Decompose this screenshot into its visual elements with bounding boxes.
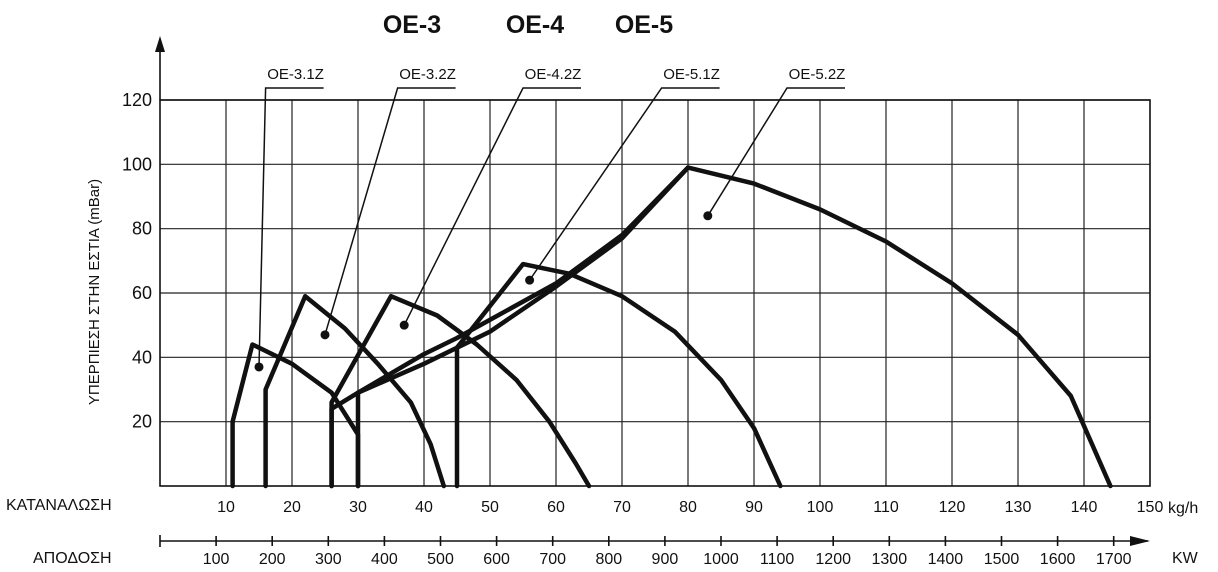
leader-oe-4-2z (403, 87, 581, 326)
marker-oe-5-2z (703, 211, 713, 221)
x2-tick-label-800: 800 (595, 551, 622, 568)
x-tick-40: 40 (415, 499, 433, 516)
y-tick-120: 120 (122, 90, 152, 110)
curve-oe-3-1z (230, 342, 361, 489)
envelope-line-5 (329, 165, 691, 489)
y-tick-100: 100 (122, 154, 152, 174)
x-tick-60: 60 (547, 499, 565, 516)
x2-tick-label-900: 900 (652, 551, 679, 568)
x-row-label: ΚΑΤΑΝΑΛΩΣΗ (6, 497, 112, 514)
label-oe-3-1z: OE-3.1Z (267, 66, 324, 83)
title-oe-3: OE-3 (383, 11, 441, 39)
label-oe-5-1z: OE-5.1Z (663, 66, 720, 83)
x-tick-120: 120 (939, 499, 966, 516)
leader-oe-3-1z (258, 87, 324, 368)
x-tick-30: 30 (349, 499, 367, 516)
x2-tick-label-500: 500 (427, 551, 454, 568)
x2-tick-label-1600: 1600 (1040, 551, 1076, 568)
x2-tick-label-1400: 1400 (928, 551, 964, 568)
plot-border (159, 99, 1151, 487)
x-tick-130: 130 (1005, 499, 1032, 516)
leader-oe-5-2z (707, 87, 845, 217)
y-tick-20: 20 (132, 412, 152, 432)
y-axis-arrowhead (155, 36, 165, 52)
curves (230, 165, 1113, 489)
marker-oe-4-2z (399, 320, 409, 330)
leader-oe-3-2z (324, 87, 456, 336)
x-tick-80: 80 (679, 499, 697, 516)
curve-oe-4-2z (329, 293, 592, 489)
x2-tick-label-1700: 1700 (1096, 551, 1132, 568)
x2-tick-label-1000: 1000 (703, 551, 739, 568)
title-oe-4: OE-4 (506, 11, 564, 39)
envelope-line-6 (355, 165, 691, 489)
series-leaders: OE-3.1Z OE-3.2Z OE-4.2Z OE-5.1Z OE-5.2Z (254, 66, 846, 372)
x2-tick-label-100: 100 (203, 551, 230, 568)
x-tick-70: 70 (613, 499, 631, 516)
x2-tick-label-1200: 1200 (815, 551, 851, 568)
marker-oe-3-2z (320, 330, 330, 340)
y-tick-labels: 20 40 60 80 100 120 (122, 90, 152, 432)
y-tick-40: 40 (132, 347, 152, 367)
x-tick-labels: 10 20 30 40 50 60 70 80 90 100 110 120 130 140 150 (217, 499, 1163, 516)
leader-oe-5-1z (528, 87, 720, 281)
x-tick-100: 100 (807, 499, 834, 516)
x-tick-150: 150 (1137, 499, 1164, 516)
x2-tick-label-1300: 1300 (872, 551, 908, 568)
marker-oe-3-1z (254, 362, 264, 372)
x2-unit: KW (1172, 550, 1199, 567)
x-tick-110: 110 (873, 499, 899, 516)
x2-tick-label-700: 700 (539, 551, 566, 568)
x2-tick-label-400: 400 (371, 551, 398, 568)
x-tick-20: 20 (283, 499, 301, 516)
y-axis-label: ΥΠΕΡΠΙΕΣΗ ΣΤΗΝ ΕΣΤΙΑ (mBar) (86, 179, 103, 405)
x2-tick-label-600: 600 (483, 551, 510, 568)
x2-tick-label-300: 300 (315, 551, 342, 568)
x2-row-label: ΑΠΟΔΟΣΗ (33, 550, 112, 567)
x2-axis: 100 200 300 400 500 600 700 800 900 1000 1100 1200 1… (159, 535, 1150, 568)
x2-tick-label-1500: 1500 (984, 551, 1020, 568)
y-tick-80: 80 (132, 219, 152, 239)
grid (160, 99, 1150, 486)
curve-oe-5-1z (454, 261, 783, 489)
x-tick-90: 90 (745, 499, 763, 516)
label-oe-3-2z: OE-3.2Z (399, 66, 456, 83)
plot-frame (155, 36, 1151, 487)
x2-tick-label-200: 200 (259, 551, 286, 568)
curve-oe-5-2z (685, 165, 1113, 489)
x-unit: kg/h (1168, 500, 1198, 517)
x2-tick-label-1100: 1100 (760, 551, 795, 568)
x-tick-10: 10 (217, 499, 235, 516)
chart-titles: OE-3 OE-4 OE-5 (383, 11, 673, 39)
marker-oe-5-1z (525, 275, 535, 285)
title-oe-5: OE-5 (615, 11, 673, 39)
label-oe-4-2z: OE-4.2Z (525, 66, 582, 83)
x2-arrowhead (1130, 536, 1150, 546)
x-tick-50: 50 (481, 499, 499, 516)
y-tick-60: 60 (132, 283, 152, 303)
x-tick-140: 140 (1071, 499, 1098, 516)
label-oe-5-2z: OE-5.2Z (789, 66, 846, 83)
